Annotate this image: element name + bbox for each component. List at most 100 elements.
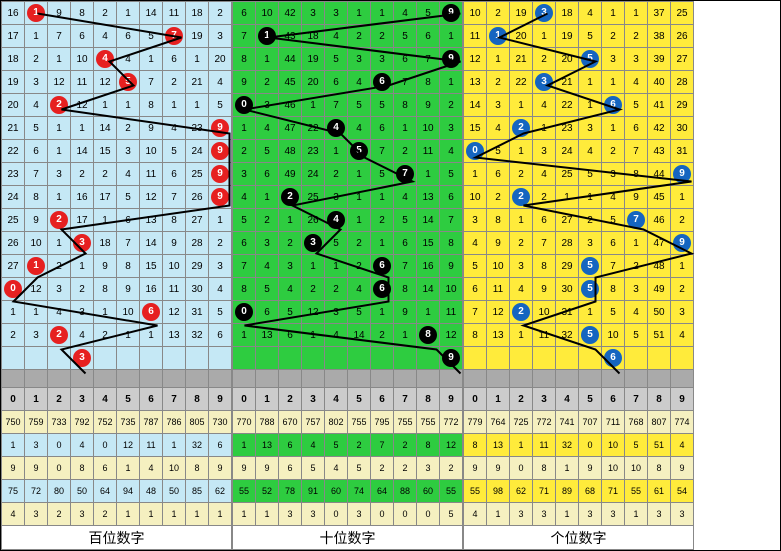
ball: 6: [142, 303, 160, 321]
ball: 5: [581, 50, 599, 68]
cell: 2: [48, 324, 71, 347]
summary-cell: 1: [556, 503, 579, 526]
cell: 11: [440, 301, 463, 324]
summary-cell: 711: [602, 411, 625, 434]
cell: 1: [140, 324, 163, 347]
cell: 5: [256, 278, 279, 301]
cell: 3: [209, 25, 232, 48]
ball: 9: [673, 234, 691, 252]
cell: 1: [579, 186, 602, 209]
spacer: [533, 370, 556, 388]
cell: 10: [533, 301, 556, 324]
cell: 46: [648, 209, 671, 232]
summary-cell: 72: [25, 480, 48, 503]
summary-cell: 10: [602, 434, 625, 457]
summary-cell: 2: [394, 457, 417, 480]
summary-cell: 3: [71, 503, 94, 526]
cell: 3: [579, 232, 602, 255]
spacer: [48, 370, 71, 388]
panel-shi: 6104233114597143184225618144195336799245…: [232, 1, 463, 550]
cell: 1: [302, 324, 325, 347]
ball: 3: [535, 73, 553, 91]
cell: 5: [579, 255, 602, 278]
cell: 25: [186, 163, 209, 186]
summary-cell: 3: [25, 434, 48, 457]
cell: 37: [648, 2, 671, 25]
panel-bai: 1619821141118217176465719318211044161201…: [1, 1, 232, 550]
spacer: [279, 370, 302, 388]
cell: 32: [556, 324, 579, 347]
spacer: [71, 370, 94, 388]
summary-cell: 10: [602, 457, 625, 480]
cell: 16: [140, 278, 163, 301]
cell: 4: [279, 278, 302, 301]
cell: 14: [464, 94, 487, 117]
spacer: [256, 370, 279, 388]
summary-cell: 13: [487, 434, 510, 457]
ball: 1: [27, 4, 45, 22]
summary-cell: 741: [556, 411, 579, 434]
ball: 1: [27, 257, 45, 275]
cell: 2: [602, 25, 625, 48]
cell: 3: [325, 2, 348, 25]
cell: 14: [348, 324, 371, 347]
cell: 15: [417, 232, 440, 255]
cell: 8: [394, 94, 417, 117]
cell: 10: [602, 324, 625, 347]
summary-cell: 755: [348, 411, 371, 434]
cell: 1: [510, 94, 533, 117]
ball: 0: [4, 280, 22, 298]
cell: 5: [579, 324, 602, 347]
cell: 2: [94, 324, 117, 347]
panel-label-shi: 十位数字: [233, 526, 463, 550]
cell: 24: [186, 140, 209, 163]
cell: [579, 347, 602, 370]
summary-cell: 9: [256, 457, 279, 480]
cell: 24: [2, 186, 25, 209]
cell: 21: [510, 48, 533, 71]
summary-cell: 1: [233, 503, 256, 526]
cell: 5: [140, 25, 163, 48]
cell: 1: [117, 324, 140, 347]
cell: 1: [417, 301, 440, 324]
cell: 1: [256, 48, 279, 71]
summary-cell: 6: [279, 434, 302, 457]
grid-bai: 1619821141118217176465719318211044161201…: [1, 1, 232, 550]
cell: 7: [233, 255, 256, 278]
cell: 1: [48, 232, 71, 255]
cell: 7: [48, 25, 71, 48]
cell: 4: [533, 94, 556, 117]
summary-cell: 8: [464, 434, 487, 457]
cell: 3: [533, 2, 556, 25]
cell: 49: [648, 278, 671, 301]
cell: 17: [2, 25, 25, 48]
cell: 43: [279, 25, 302, 48]
cell: 3: [440, 117, 463, 140]
cell: 40: [648, 71, 671, 94]
summary-cell: 2: [348, 434, 371, 457]
cell: 47: [279, 117, 302, 140]
summary-cell: 3: [671, 503, 694, 526]
cell: 1: [302, 94, 325, 117]
cell: 12: [464, 48, 487, 71]
col-header: 8: [186, 388, 209, 411]
cell: [671, 347, 694, 370]
cell: 2: [510, 232, 533, 255]
cell: 8: [163, 209, 186, 232]
cell: [2, 347, 25, 370]
ball: 3: [73, 349, 91, 367]
summary-cell: 774: [671, 411, 694, 434]
ball: 5: [350, 142, 368, 160]
cell: 5: [209, 301, 232, 324]
summary-cell: 1: [209, 503, 232, 526]
summary-cell: 71: [602, 480, 625, 503]
cell: 0: [233, 94, 256, 117]
summary-cell: 3: [602, 503, 625, 526]
summary-cell: 6: [209, 434, 232, 457]
cell: 20: [556, 48, 579, 71]
cell: 1: [394, 117, 417, 140]
summary-cell: 3: [648, 503, 671, 526]
summary-cell: 2: [371, 457, 394, 480]
cell: 3: [279, 255, 302, 278]
ball: 2: [512, 303, 530, 321]
